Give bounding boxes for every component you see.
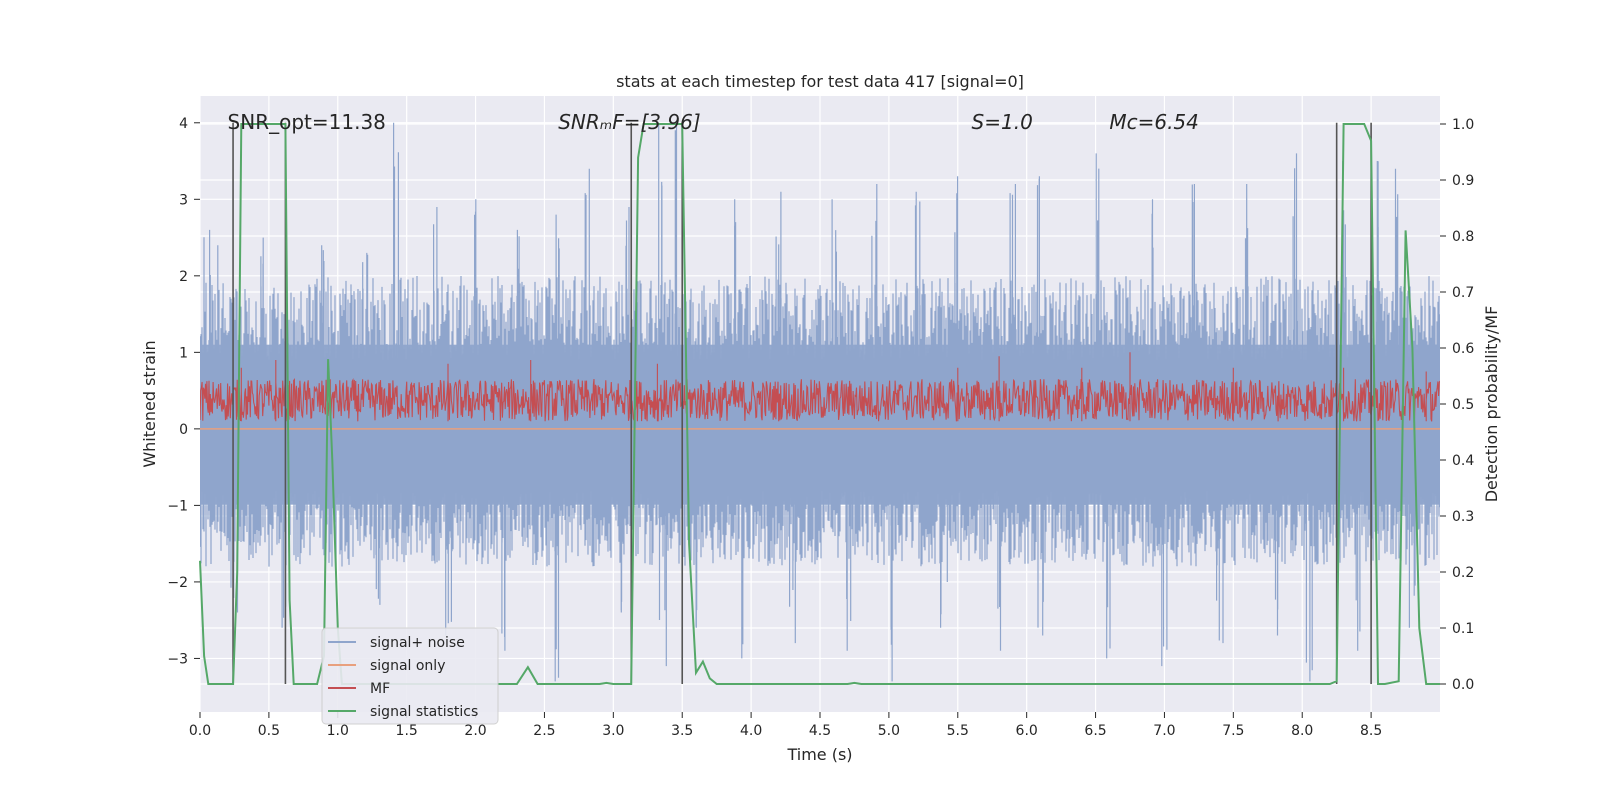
y-tick-label-right: 0.7 (1452, 285, 1474, 301)
signal-statistics-series (199, 123, 1440, 685)
annotations: SNR_opt=11.38 SNRₘF=[3.96] S=1.0 Mᴄ=6.54 (228, 110, 1199, 134)
annotation-text: Mᴄ=6.54 (1109, 110, 1199, 134)
signal-statistics-line (199, 123, 1440, 685)
y-tick-label-left: −1 (167, 498, 188, 514)
x-tick-label: 1.0 (327, 723, 349, 739)
y-axis-label-right: Detection probability/MF (1482, 306, 1501, 503)
y-tick-label-left: −2 (167, 575, 188, 591)
x-tick-label: 6.5 (1084, 723, 1106, 739)
y-tick-label-left: 2 (179, 269, 188, 285)
y-tick-label-right: 0.8 (1452, 229, 1474, 245)
legend-label: signal+ noise (370, 635, 465, 651)
x-tick-label: 2.5 (533, 723, 555, 739)
x-tick-label: 8.5 (1360, 723, 1382, 739)
annotation-text: SNRₘF=[3.96] (558, 110, 700, 134)
y-axis-label-left: Whitened strain (140, 340, 159, 467)
y-tick-label-right: 0.6 (1452, 341, 1474, 357)
x-tick-label: 7.5 (1222, 723, 1244, 739)
annotation-text: SNR_opt=11.38 (228, 110, 386, 134)
x-axis-label: Time (s) (786, 745, 852, 764)
legend-box (321, 627, 499, 725)
legend-label: MF (370, 681, 390, 697)
legend: signal+ noise signal only MF signal statist… (321, 627, 499, 725)
axes: 0.0 0.5 1.0 1.5 2.0 2.5 3.0 3.5 4.0 4.5 5.0 5.5 6.0 6… (167, 116, 1474, 739)
x-tick-label: 3.5 (671, 723, 693, 739)
legend-label: signal only (370, 658, 445, 674)
y-tick-label-right: 0.1 (1452, 621, 1474, 637)
y-tick-label-right: 0.2 (1452, 565, 1474, 581)
x-tick-label: 4.0 (740, 723, 762, 739)
y-tick-label-left: −3 (167, 651, 188, 667)
mf-series (200, 352, 1440, 422)
x-tick-label: 0.5 (258, 723, 280, 739)
y-tick-label-left: 1 (179, 345, 188, 361)
x-tick-label: 4.5 (809, 723, 831, 739)
chart-title: stats at each timestep for test data 417… (616, 72, 1024, 91)
x-tick-label: 5.5 (947, 723, 969, 739)
x-tick-label: 1.5 (396, 723, 418, 739)
x-tick-label: 2.0 (464, 723, 486, 739)
y-tick-label-left: 3 (179, 192, 188, 208)
legend-label: signal statistics (370, 704, 478, 720)
x-tick-label: 6.0 (1016, 723, 1038, 739)
y-tick-label-right: 0.5 (1452, 397, 1474, 413)
x-tick-label: 8.0 (1291, 723, 1313, 739)
y-tick-label-right: 0.9 (1452, 173, 1474, 189)
x-tick-label: 0.0 (189, 723, 211, 739)
y-tick-label-right: 1.0 (1452, 117, 1474, 133)
x-tick-label: 7.0 (1153, 723, 1175, 739)
y-tick-label-right: 0.4 (1452, 453, 1474, 469)
y-tick-label-right: 0.3 (1452, 509, 1474, 525)
x-tick-label: 3.0 (602, 723, 624, 739)
mf-trace (200, 352, 1440, 422)
y-tick-label-left: 0 (179, 422, 188, 438)
x-tick-label: 5.0 (878, 723, 900, 739)
annotation-text: S=1.0 (972, 110, 1033, 134)
y-tick-label-right: 0.0 (1452, 677, 1474, 693)
y-tick-label-left: 4 (179, 116, 188, 132)
